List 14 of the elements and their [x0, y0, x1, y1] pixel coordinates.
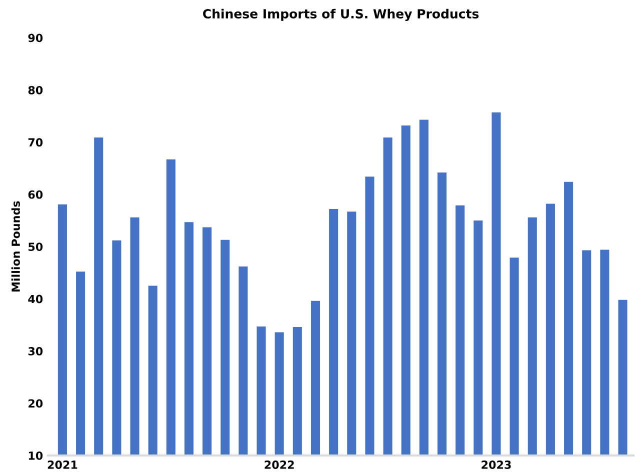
y-tick-label: 40: [28, 294, 43, 304]
y-tick-label: 90: [28, 34, 43, 42]
x-tick-label: 2023: [482, 460, 511, 469]
chart-title: Chinese Imports of U.S. Whey Products: [203, 8, 479, 22]
y-tick-label: 60: [28, 190, 43, 199]
y-axis-title: Million Pounds: [11, 201, 20, 292]
y-tick-label: 20: [28, 399, 43, 408]
y-tick-label: 10: [28, 451, 43, 460]
y-tick-label: 80: [28, 86, 43, 94]
y-tick-label: 50: [28, 242, 43, 251]
y-tick-label: 70: [28, 138, 43, 147]
x-tick-label: 2022: [264, 460, 294, 469]
y-tick-label: 30: [28, 347, 43, 356]
x-tick-label: 2021: [48, 460, 78, 469]
